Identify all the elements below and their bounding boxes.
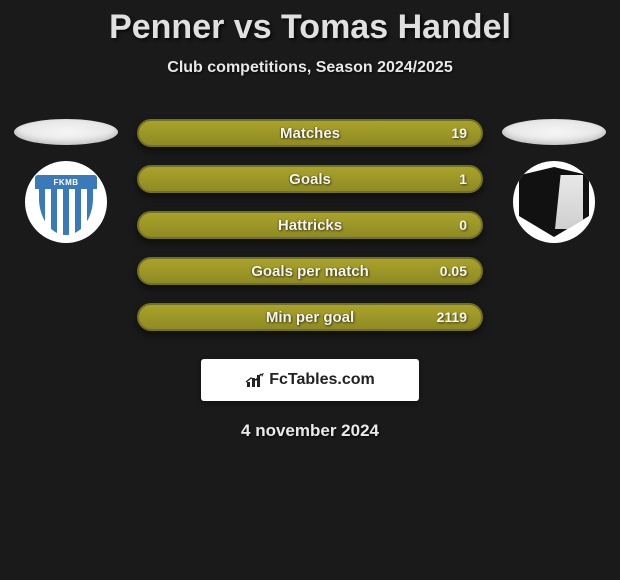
stat-row-matches: Matches 19 xyxy=(137,119,483,147)
page-subtitle: Club competitions, Season 2024/2025 xyxy=(0,59,620,77)
left-club-badge: FKMB xyxy=(25,161,107,243)
stat-value: 0.05 xyxy=(440,263,467,279)
stat-row-mpg: Min per goal 2119 xyxy=(137,303,483,331)
stats-column: Matches 19 Goals 1 Hattricks 0 Goals per… xyxy=(137,119,483,331)
brand-text: FcTables.com xyxy=(269,371,375,389)
left-player-col: FKMB xyxy=(13,119,119,243)
stat-row-hattricks: Hattricks 0 xyxy=(137,211,483,239)
stat-value: 0 xyxy=(459,217,467,233)
left-club-code: FKMB xyxy=(35,175,97,189)
date-text: 4 november 2024 xyxy=(0,421,620,441)
stat-label: Goals per match xyxy=(251,263,369,280)
stat-label: Goals xyxy=(289,171,331,188)
brand-chart-icon xyxy=(245,372,265,388)
right-player-avatar xyxy=(502,119,606,145)
page-title: Penner vs Tomas Handel xyxy=(0,8,620,47)
comparison-card: Penner vs Tomas Handel Club competitions… xyxy=(0,0,620,441)
stat-label: Hattricks xyxy=(278,217,342,234)
stat-label: Min per goal xyxy=(266,309,354,326)
brand-badge[interactable]: FcTables.com xyxy=(201,359,419,401)
stat-row-goals: Goals 1 xyxy=(137,165,483,193)
stat-value: 19 xyxy=(451,125,467,141)
stat-label: Matches xyxy=(280,125,340,142)
right-player-col xyxy=(501,119,607,243)
stat-value: 2119 xyxy=(437,309,467,325)
stat-row-gpm: Goals per match 0.05 xyxy=(137,257,483,285)
stat-value: 1 xyxy=(459,171,467,187)
main-row: FKMB Matches 19 Goals 1 Hattricks 0 Goal… xyxy=(0,119,620,331)
left-player-avatar xyxy=(14,119,118,145)
right-club-badge xyxy=(513,161,595,243)
